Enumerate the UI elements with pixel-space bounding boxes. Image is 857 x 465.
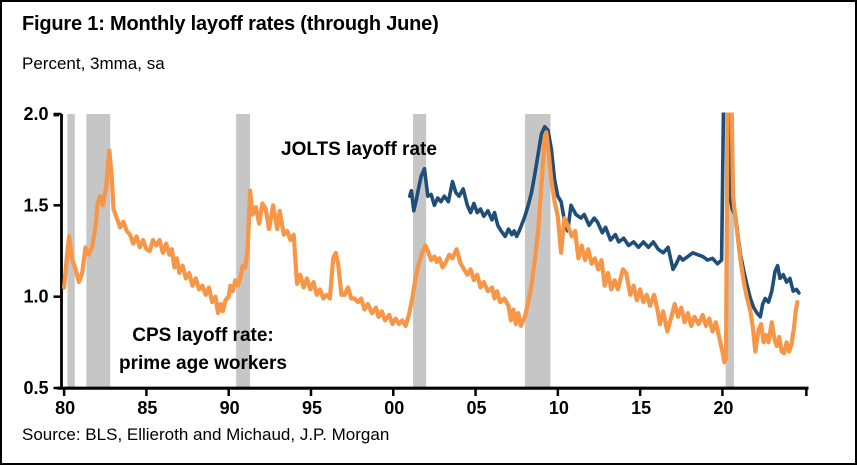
x-tick-label: 95 <box>302 398 322 418</box>
x-tick-label: 05 <box>467 398 487 418</box>
x-tick-label: 85 <box>137 398 157 418</box>
y-tick-label: 2.0 <box>23 104 48 124</box>
x-tick-label: 20 <box>713 398 733 418</box>
recession-band <box>413 114 427 389</box>
figure-title: Figure 1: Monthly layoff rates (through … <box>22 13 439 35</box>
y-tick-label: 1.0 <box>23 287 48 307</box>
recession-band <box>236 114 251 389</box>
y-tick-label: 0.5 <box>23 378 48 398</box>
x-tick-label: 80 <box>55 398 75 418</box>
recession-band <box>725 114 734 389</box>
cps-line <box>61 112 800 365</box>
cps-series-label-line2: prime age workers <box>119 353 287 374</box>
x-tick-label: 00 <box>384 398 404 418</box>
figure-subtitle: Percent, 3mma, sa <box>22 54 165 73</box>
jolts-series-label: JOLTS layoff rate <box>281 139 437 160</box>
x-tick-label: 10 <box>549 398 569 418</box>
cps-series-label: CPS layoff rate: prime age workers <box>103 322 303 378</box>
x-tick-label: 15 <box>631 398 651 418</box>
recession-band <box>86 114 111 389</box>
x-tick-label: 90 <box>220 398 240 418</box>
cps-series-label-line1: CPS layoff rate: <box>132 325 274 346</box>
y-tick-label: 1.5 <box>23 195 48 215</box>
source-text: Source: BLS, Ellieroth and Michaud, J.P.… <box>22 425 390 444</box>
